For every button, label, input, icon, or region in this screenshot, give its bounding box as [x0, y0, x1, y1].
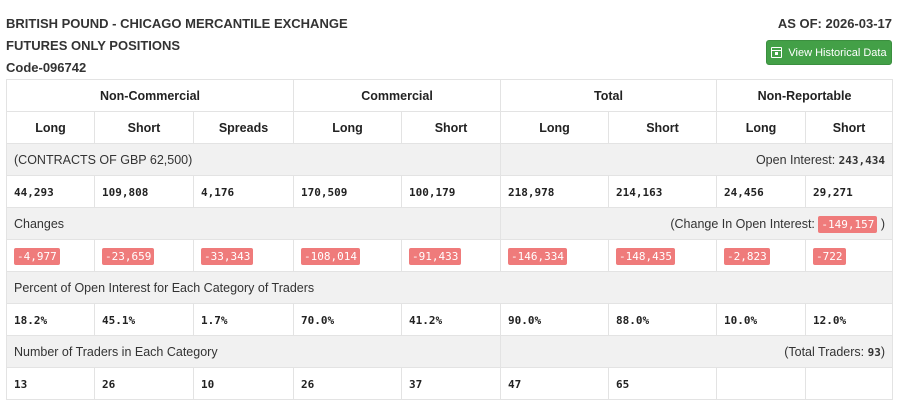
table-cell: 10.0% — [716, 303, 807, 336]
change-open-interest-label: (Change In Open Interest: — [670, 216, 815, 231]
group-commercial: Commercial — [293, 79, 502, 112]
open-interest-value: 243,434 — [838, 153, 886, 167]
col-c-long: Long — [293, 111, 403, 144]
table-cell: 29,271 — [805, 175, 894, 208]
total-traders-label: (Total Traders: — [784, 344, 865, 359]
as-of-value: 2026-03-17 — [825, 16, 893, 31]
table-cell: -4,977 — [6, 239, 95, 272]
table-cell: 10 — [192, 367, 295, 400]
negative-badge: -722 — [813, 247, 846, 265]
group-total: Total — [500, 79, 718, 112]
view-historical-data-button[interactable]: View Historical Data — [766, 40, 892, 65]
changes-label: Changes — [5, 207, 502, 240]
table-cell: 44,293 — [6, 175, 95, 208]
table-cell: 24,456 — [716, 175, 807, 208]
table-cell: 214,163 — [608, 175, 718, 208]
negative-badge: -91,433 — [409, 247, 462, 265]
total-traders: (Total Traders: 93) — [500, 335, 894, 368]
table-cell: 4,176 — [192, 175, 295, 208]
column-header-row: Long Short Spreads Long Short Long Short… — [6, 111, 894, 144]
as-of-label: AS OF: — [777, 16, 822, 31]
table-cell: -108,014 — [293, 239, 403, 272]
table-cell: 37 — [401, 367, 502, 400]
title-line-2: FUTURES ONLY POSITIONS — [6, 38, 181, 53]
table-cell — [805, 367, 894, 400]
table-cell: 90.0% — [500, 303, 610, 336]
col-nr-short: Short — [805, 111, 894, 144]
traders-values-row: 13 26 10 26 37 47 65 — [6, 367, 894, 400]
negative-badge: -2,823 — [724, 247, 770, 265]
table-cell: 218,978 — [500, 175, 610, 208]
change-open-interest-value: -149,157 — [818, 215, 878, 233]
changes-section-row: Changes (Change In Open Interest: -149,1… — [5, 207, 894, 240]
negative-badge: -4,977 — [14, 247, 60, 265]
col-c-short: Short — [401, 111, 502, 144]
change-open-interest-close: ) — [880, 216, 886, 231]
table-cell: -91,433 — [401, 239, 502, 272]
table-cell: -722 — [805, 239, 894, 272]
table-cell: 1.7% — [192, 303, 295, 336]
table-cell: 170,509 — [293, 175, 403, 208]
changes-values-row: -4,977 -23,659 -33,343 -108,014 -91,433 … — [6, 239, 894, 272]
table-cell: -23,659 — [94, 239, 194, 272]
negative-badge: -146,334 — [508, 247, 567, 265]
traders-section-row: Number of Traders in Each Category (Tota… — [5, 335, 894, 368]
table-cell: 47 — [500, 367, 610, 400]
negative-badge: -148,435 — [616, 247, 675, 265]
traders-label: Number of Traders in Each Category — [5, 335, 502, 368]
table-cell: 41.2% — [401, 303, 502, 336]
table-cell: 65 — [608, 367, 718, 400]
cot-positions-table: Non-Commercial Commercial Total Non-Repo… — [5, 79, 894, 400]
col-t-short: Short — [608, 111, 718, 144]
table-cell — [716, 367, 807, 400]
col-t-long: Long — [500, 111, 610, 144]
open-interest: Open Interest: 243,434 — [500, 143, 894, 176]
report-title: BRITISH POUND - CHICAGO MERCANTILE EXCHA… — [6, 13, 348, 79]
contracts-label: (CONTRACTS OF GBP 62,500) — [5, 143, 502, 176]
negative-badge: -108,014 — [301, 247, 360, 265]
table-cell: -146,334 — [500, 239, 610, 272]
open-interest-label: Open Interest: — [755, 152, 836, 167]
group-non-reportable: Non-Reportable — [716, 79, 894, 112]
percent-section-row: Percent of Open Interest for Each Catego… — [5, 271, 894, 304]
calendar-icon — [771, 47, 783, 58]
table-cell: 45.1% — [94, 303, 194, 336]
col-nc-short: Short — [94, 111, 194, 144]
title-line-1: BRITISH POUND - CHICAGO MERCANTILE EXCHA… — [6, 16, 348, 31]
table-cell: -33,343 — [192, 239, 295, 272]
table-cell: 88.0% — [608, 303, 718, 336]
table-cell: 70.0% — [293, 303, 403, 336]
as-of-date: AS OF: 2026-03-17 — [778, 13, 892, 35]
negative-badge: -23,659 — [102, 247, 155, 265]
contracts-section-row: (CONTRACTS OF GBP 62,500) Open Interest:… — [5, 143, 894, 176]
contracts-values-row: 44,293 109,808 4,176 170,509 100,179 218… — [6, 175, 894, 208]
table-cell: 26 — [293, 367, 403, 400]
total-traders-close: ) — [880, 344, 886, 359]
group-non-commercial: Non-Commercial — [5, 79, 295, 112]
percent-label: Percent of Open Interest for Each Catego… — [5, 271, 894, 304]
table-cell: 109,808 — [94, 175, 194, 208]
col-nc-spreads: Spreads — [192, 111, 295, 144]
table-cell: 12.0% — [805, 303, 894, 336]
view-historical-data-label: View Historical Data — [788, 46, 887, 59]
table-cell: 18.2% — [6, 303, 95, 336]
contract-code: Code-096742 — [6, 60, 87, 75]
col-nc-long: Long — [6, 111, 95, 144]
table-cell: -2,823 — [716, 239, 807, 272]
group-header-row: Non-Commercial Commercial Total Non-Repo… — [5, 79, 894, 112]
change-open-interest: (Change In Open Interest: -149,157 ) — [500, 207, 894, 240]
negative-badge: -33,343 — [201, 247, 254, 265]
table-cell: -148,435 — [608, 239, 718, 272]
table-cell: 26 — [94, 367, 194, 400]
col-nr-long: Long — [716, 111, 807, 144]
percent-values-row: 18.2% 45.1% 1.7% 70.0% 41.2% 90.0% 88.0%… — [6, 303, 894, 336]
total-traders-value: 93 — [867, 345, 881, 359]
table-cell: 100,179 — [401, 175, 502, 208]
table-cell: 13 — [6, 367, 95, 400]
